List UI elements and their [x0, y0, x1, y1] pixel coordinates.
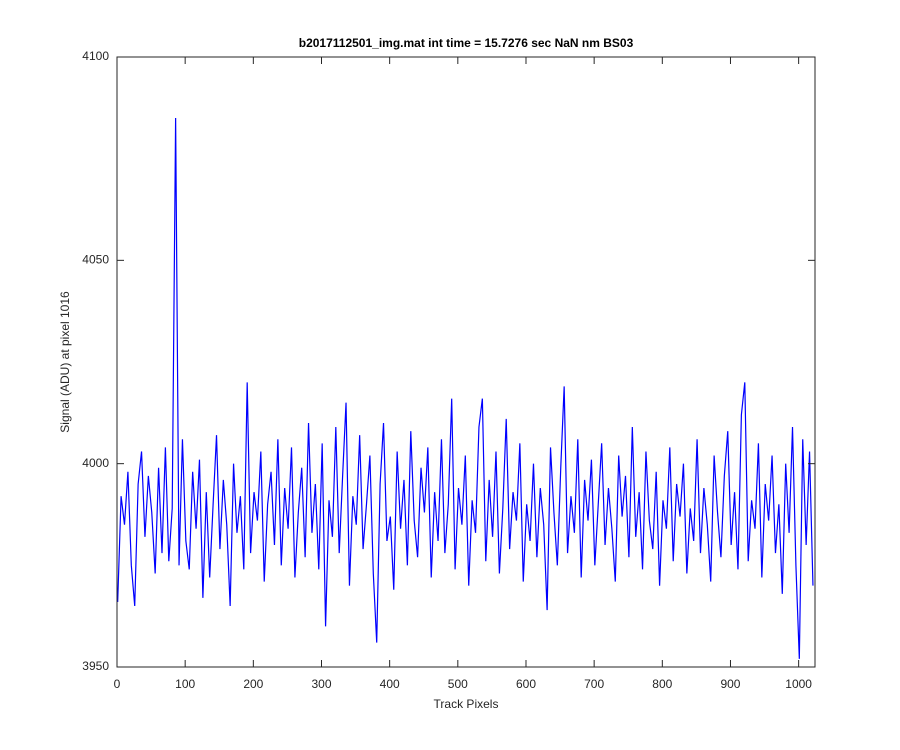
x-tick-label: 600 [516, 677, 536, 691]
x-axis-label: Track Pixels [434, 697, 499, 711]
x-tick-label: 800 [652, 677, 672, 691]
x-tick-label: 200 [243, 677, 263, 691]
x-tick-label: 300 [311, 677, 331, 691]
x-tick-label: 100 [175, 677, 195, 691]
y-tick-label: 4050 [82, 253, 109, 267]
x-tick-label: 900 [720, 677, 740, 691]
x-tick-label: 400 [380, 677, 400, 691]
x-tick-label: 700 [584, 677, 604, 691]
y-tick-label: 4100 [82, 49, 109, 63]
x-tick-label: 1000 [785, 677, 812, 691]
data-line [117, 117, 814, 659]
y-tick-label: 3950 [82, 659, 109, 673]
y-tick-label: 4000 [82, 456, 109, 470]
x-tick-label: 500 [448, 677, 468, 691]
y-axis-label: Signal (ADU) at pixel 1016 [58, 291, 72, 433]
chart-title: b2017112501_img.mat int time = 15.7276 s… [299, 36, 634, 50]
axes-box [116, 56, 816, 668]
x-tick-label: 0 [114, 677, 121, 691]
